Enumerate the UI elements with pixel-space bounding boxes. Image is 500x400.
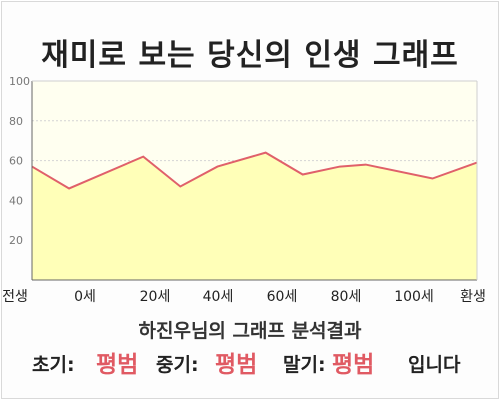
x-tick-label: 환생	[460, 289, 486, 305]
early-value: 평범	[96, 352, 139, 378]
x-tick-label: 20세	[140, 289, 171, 305]
life-line	[31, 151, 478, 190]
page-title: 재미로 보는 당신의 인생 그래프	[41, 38, 459, 73]
y-tick-label: 40	[9, 194, 23, 207]
x-tick-label: 80세	[331, 289, 362, 305]
early-label: 초기:	[32, 354, 75, 376]
x-tick-label: 전생	[2, 289, 28, 305]
middle-value: 평범	[215, 352, 258, 378]
area-fill	[32, 152, 477, 280]
summary-heading: 하진우님의 그래프 분석결과	[138, 320, 362, 342]
middle-label: 중기:	[156, 354, 199, 376]
late-label: 말기:	[283, 354, 326, 376]
y-tick-label: 20	[9, 234, 23, 247]
x-tick-label: 100세	[394, 289, 434, 305]
result-line: 초기: 평범 중기: 평범 말기: 평범 입니다	[0, 344, 500, 380]
x-tick-label: 0세	[74, 289, 96, 305]
late-value: 평범	[332, 352, 375, 378]
x-tick-label: 60세	[267, 289, 298, 305]
ending-text: 입니다	[408, 354, 461, 376]
y-tick-label: 100	[9, 75, 30, 88]
y-tick-label: 80	[9, 115, 23, 128]
x-tick-label: 40세	[203, 289, 234, 305]
y-tick-label: 60	[9, 155, 23, 168]
